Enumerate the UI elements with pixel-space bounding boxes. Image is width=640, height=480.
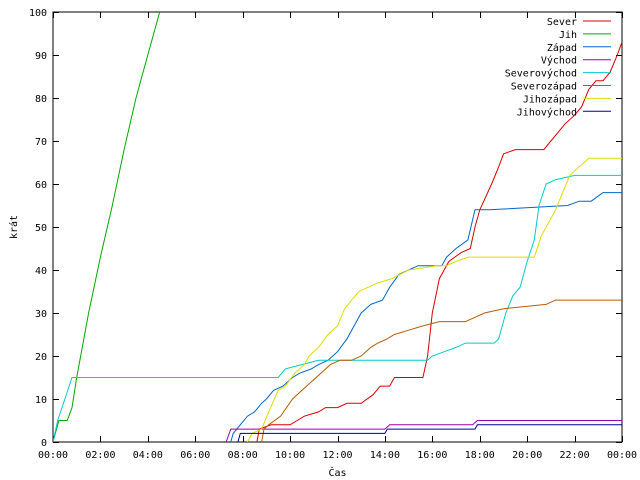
x-tick-label: 12:00 <box>322 450 352 461</box>
x-tick-label: 08:00 <box>228 450 258 461</box>
legend-label: Severovýchod <box>505 68 577 80</box>
x-tick-label: 06:00 <box>180 450 210 461</box>
legend: Sever JihZápadVýchodSeverovýchodSeverozáp… <box>505 17 611 118</box>
y-tick-label: 10 <box>35 395 47 406</box>
series-lines <box>53 12 622 442</box>
x-tick-label: 20:00 <box>512 450 542 461</box>
series-line-Severovýchod <box>53 174 622 442</box>
series-line-Jih <box>53 12 161 442</box>
y-tick-label: 60 <box>35 180 47 191</box>
legend-label: Západ <box>547 42 577 54</box>
y-tick-label: 100 <box>29 8 47 19</box>
y-tick-label: 80 <box>35 94 47 105</box>
legend-label: Jihozápad <box>523 93 577 105</box>
x-tick-label: 22:00 <box>560 450 590 461</box>
x-axis: 00:00 02:00 04:00 06:00 08:00 10:00 12:00 14:00… <box>38 12 637 461</box>
x-axis-title: Čas <box>328 466 346 479</box>
x-tick-label: 04:00 <box>133 450 163 461</box>
legend-label: Východ <box>541 55 577 67</box>
series-line-Severozápad <box>261 299 622 442</box>
series-line-Západ <box>230 192 622 442</box>
y-tick-label: 70 <box>35 137 47 148</box>
legend-label: Jih <box>559 30 577 41</box>
legend-label: Sever <box>547 17 577 28</box>
x-tick-label: 00:00 <box>38 450 68 461</box>
y-tick-label: 0 <box>41 438 47 449</box>
y-tick-label: 30 <box>35 309 47 320</box>
x-tick-label: 00:00 <box>607 450 637 461</box>
series-line-Východ <box>225 420 622 442</box>
series-line-Jihovýchod <box>237 424 622 442</box>
x-tick-label: 10:00 <box>275 450 305 461</box>
legend-label: Jihovýchod <box>517 106 577 118</box>
y-axis-title: krát <box>8 215 20 239</box>
y-tick-label: 90 <box>35 51 47 62</box>
x-tick-label: 02:00 <box>85 450 115 461</box>
x-tick-label: 14:00 <box>370 450 400 461</box>
y-tick-label: 40 <box>35 266 47 277</box>
x-tick-label: 16:00 <box>417 450 447 461</box>
y-tick-label: 50 <box>35 223 47 234</box>
series-line-Sever <box>256 41 622 442</box>
x-tick-label: 18:00 <box>465 450 495 461</box>
legend-label: Severozápad <box>511 81 577 93</box>
series-line-Jihozápad <box>246 157 622 442</box>
y-tick-label: 20 <box>35 352 47 363</box>
y-axis: 0 10 20 30 40 50 60 70 80 90 100 <box>29 8 622 449</box>
